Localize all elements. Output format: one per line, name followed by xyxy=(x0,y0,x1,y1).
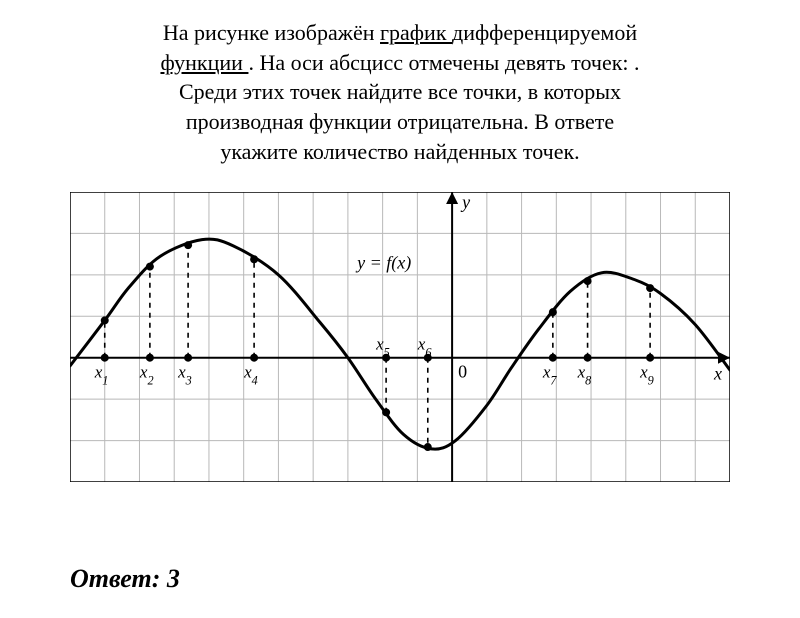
svg-text:0: 0 xyxy=(458,362,467,382)
text-part: На рисунке изображён xyxy=(163,20,380,45)
chart-svg: x1x2x3x4x5x6x7x8x90xyy = f(x) xyxy=(70,192,730,482)
svg-text:y = f(x): y = f(x) xyxy=(355,253,411,274)
svg-text:x: x xyxy=(713,364,722,384)
text-part: укажите количество найденных точек. xyxy=(220,139,579,164)
text-part: . На оси абсцисс отмечены девять точек: … xyxy=(248,50,639,75)
text-underlined: функции xyxy=(160,50,248,75)
function-graph: x1x2x3x4x5x6x7x8x90xyy = f(x) xyxy=(70,192,730,482)
text-part: производная функции отрицательна. В отве… xyxy=(186,109,614,134)
text-underlined: график xyxy=(380,20,452,45)
text-part: дифференцируемой xyxy=(452,20,637,45)
problem-statement: На рисунке изображён график дифференциру… xyxy=(60,18,740,166)
text-part: Среди этих точек найдите все точки, в ко… xyxy=(179,79,621,104)
svg-text:y: y xyxy=(460,192,470,212)
answer-label: Ответ: 3 xyxy=(70,564,180,594)
